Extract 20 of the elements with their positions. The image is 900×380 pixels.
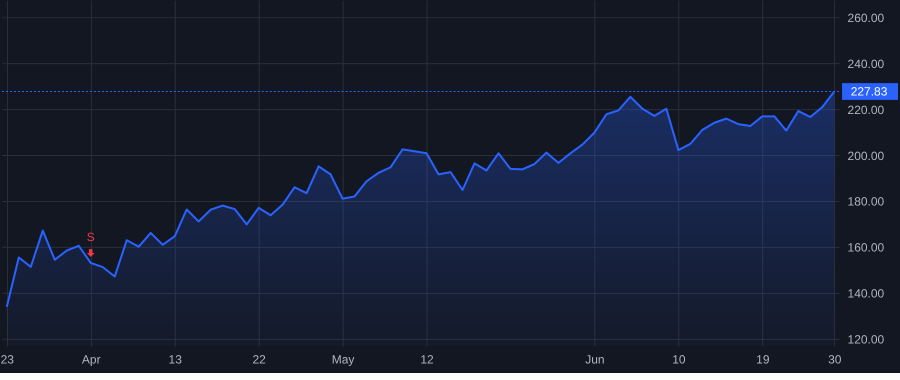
x-tick-label: Apr [82,352,101,366]
y-tick-label: 120.00 [848,332,885,346]
x-tick-label: 13 [168,352,182,366]
x-tick-label: 10 [672,352,686,366]
x-tick-label: Jun [585,352,605,366]
annotation: S [86,230,95,244]
y-tick-label: 200.00 [848,148,885,163]
x-tick-label: 23 [0,352,14,366]
y-tick-label: 220.00 [848,102,885,117]
y-tick-label: 260.00 [848,11,885,26]
x-tick-label: 19 [756,352,770,366]
y-tick-label: 180.00 [848,194,885,209]
x-tick-label: 22 [252,352,266,366]
x-tick-label: May [332,352,354,366]
x-tick-label: 30 [828,352,842,366]
x-tick-label: 12 [420,352,434,366]
ref-line-label: 227.83 [850,84,888,98]
y-tick-label: 140.00 [848,286,885,301]
y-tick-label: 160.00 [848,240,885,255]
y-tick-label: 240.00 [848,57,885,72]
